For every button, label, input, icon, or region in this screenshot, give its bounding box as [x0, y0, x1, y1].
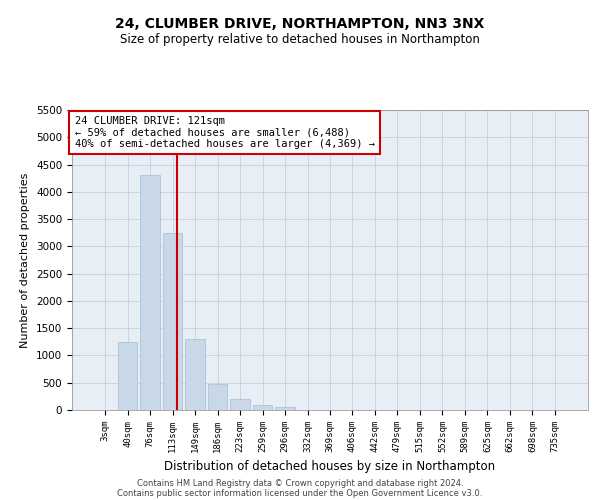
- Y-axis label: Number of detached properties: Number of detached properties: [20, 172, 31, 348]
- Text: Size of property relative to detached houses in Northampton: Size of property relative to detached ho…: [120, 32, 480, 46]
- Bar: [275, 406, 295, 410]
- Bar: [230, 399, 250, 410]
- Bar: [208, 384, 227, 410]
- Bar: [118, 342, 137, 410]
- Bar: [253, 405, 272, 410]
- Bar: [185, 339, 205, 410]
- Bar: [140, 176, 160, 410]
- Text: Contains public sector information licensed under the Open Government Licence v3: Contains public sector information licen…: [118, 488, 482, 498]
- Text: 24 CLUMBER DRIVE: 121sqm
← 59% of detached houses are smaller (6,488)
40% of sem: 24 CLUMBER DRIVE: 121sqm ← 59% of detach…: [74, 116, 374, 149]
- Text: Contains HM Land Registry data © Crown copyright and database right 2024.: Contains HM Land Registry data © Crown c…: [137, 478, 463, 488]
- Bar: [163, 232, 182, 410]
- Text: 24, CLUMBER DRIVE, NORTHAMPTON, NN3 3NX: 24, CLUMBER DRIVE, NORTHAMPTON, NN3 3NX: [115, 18, 485, 32]
- X-axis label: Distribution of detached houses by size in Northampton: Distribution of detached houses by size …: [164, 460, 496, 473]
